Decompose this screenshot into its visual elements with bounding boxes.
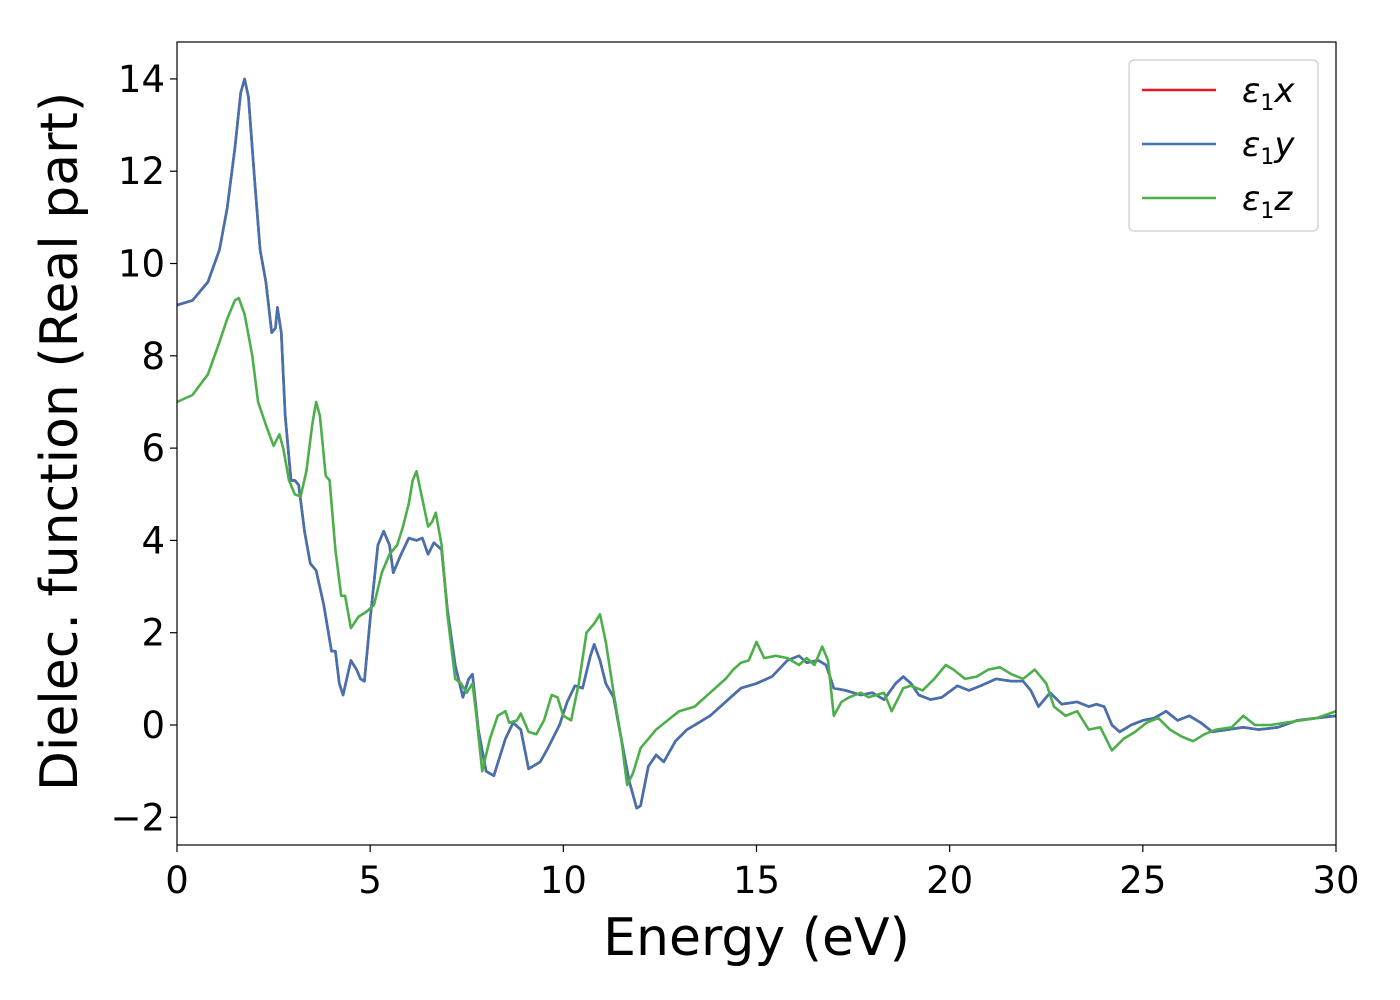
y-tick-label: 10 xyxy=(118,243,165,286)
legend-subscript: 1 xyxy=(1260,199,1274,224)
x-axis-title: Energy (eV) xyxy=(603,908,910,968)
legend-variable: x xyxy=(1273,71,1295,111)
series-line-z xyxy=(177,296,1336,787)
y-tick-label: 6 xyxy=(141,427,165,470)
y-tick-label: 12 xyxy=(118,150,165,193)
y-tick-label: −2 xyxy=(110,796,165,839)
x-tick-label: 15 xyxy=(733,859,780,902)
y-tick-label: 0 xyxy=(141,704,165,747)
y-tick-label: 8 xyxy=(141,335,165,378)
y-tick-label: 2 xyxy=(141,612,165,655)
series-layer xyxy=(177,77,1336,810)
legend-label-z: ε1z xyxy=(1242,179,1293,224)
legend-subscript: 1 xyxy=(1260,145,1274,170)
y-axis-title: Dielec. function (Real part) xyxy=(30,92,90,791)
x-tick-label: 30 xyxy=(1312,859,1359,902)
legend-label-x: ε1x xyxy=(1242,71,1295,116)
series-line-y xyxy=(177,77,1336,810)
y-tick-label: 4 xyxy=(141,519,165,562)
legend-box xyxy=(1128,59,1319,232)
legend-subscript: 1 xyxy=(1260,91,1274,116)
y-tick-label: 14 xyxy=(118,58,165,101)
x-tick-label: 10 xyxy=(540,859,587,902)
legend-variable: z xyxy=(1273,179,1293,219)
x-tick-label: 25 xyxy=(1119,859,1166,902)
legend-symbol: ε xyxy=(1242,71,1260,111)
legend-variable: y xyxy=(1273,125,1295,165)
y-axis: −2 0 2 4 6 8 10 12 14 xyxy=(110,58,177,839)
x-tick-label: 20 xyxy=(926,859,973,902)
x-axis: 0 5 10 15 20 25 30 xyxy=(165,845,1360,902)
legend-symbol: ε xyxy=(1242,125,1260,165)
x-tick-label: 5 xyxy=(358,859,382,902)
x-tick-label: 0 xyxy=(165,859,189,902)
legend-label-y: ε1y xyxy=(1242,125,1295,170)
legend-symbol: ε xyxy=(1242,179,1260,219)
